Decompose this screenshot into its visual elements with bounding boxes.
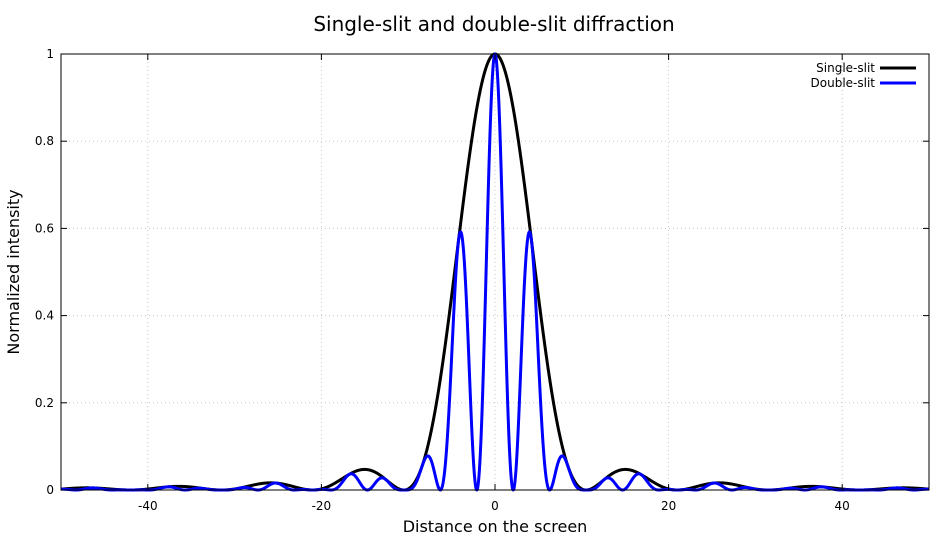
chart-title: Single-slit and double-slit diffraction [313, 12, 674, 36]
legend-label-double-slit: Double-slit [811, 76, 876, 90]
x-axis-title: Distance on the screen [403, 517, 588, 536]
y-tick-label: 0.6 [35, 221, 54, 235]
series-line-single-slit [59, 52, 931, 492]
series-line-double-slit [59, 52, 931, 492]
axes: -40 -20 0 20 40 0 0.2 0.4 0.6 0.8 1 [35, 47, 930, 513]
x-tick-label: -40 [138, 499, 158, 513]
y-axis-title: Normalized intensity [4, 189, 23, 354]
y-tick-label: 1 [46, 47, 54, 61]
y-tick-label: 0.4 [35, 309, 54, 323]
plot-border [60, 53, 930, 491]
y-tick-label: 0.8 [35, 134, 54, 148]
x-tick-label: 20 [661, 499, 676, 513]
y-tick-label: 0.2 [35, 396, 54, 410]
x-tick-label: 0 [491, 499, 499, 513]
y-tick-label: 0 [46, 483, 54, 497]
legend-label-single-slit: Single-slit [816, 61, 875, 75]
x-tick-label: 40 [835, 499, 850, 513]
series-layer [59, 52, 931, 492]
x-tick-label: -20 [312, 499, 332, 513]
grid [61, 53, 929, 491]
